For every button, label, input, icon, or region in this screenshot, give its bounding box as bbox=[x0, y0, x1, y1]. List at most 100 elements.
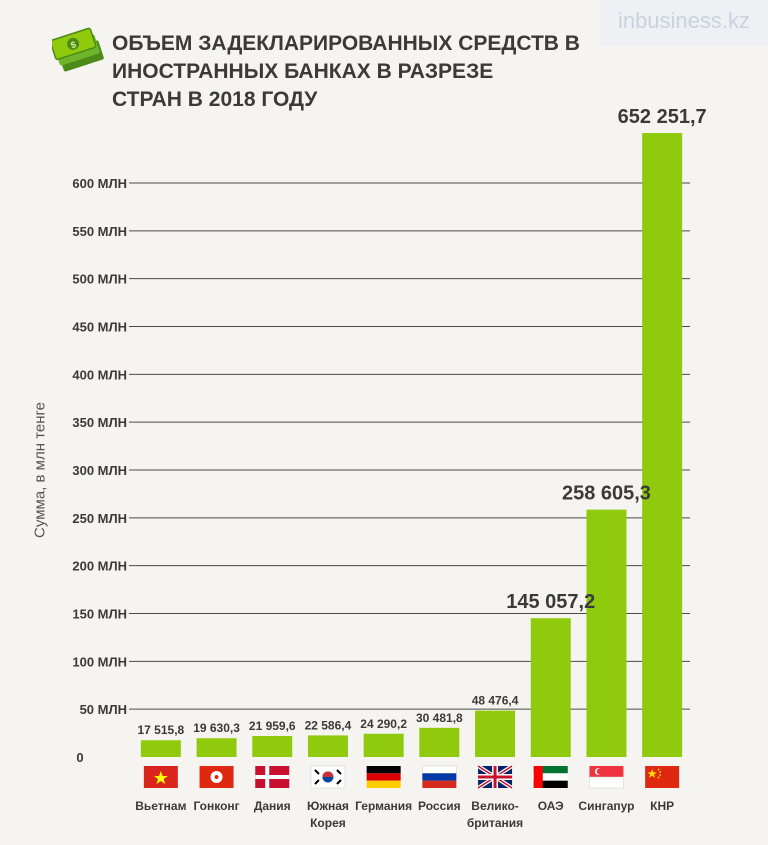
data-label: 652 251,7 bbox=[618, 106, 707, 128]
germany-flag bbox=[366, 766, 401, 788]
bars bbox=[140, 133, 683, 757]
chart-title-line: ОБЪЕМ ЗАДЕКЛАРИРОВАННЫХ СРЕДСТВ В bbox=[112, 32, 580, 55]
flag-part bbox=[533, 773, 568, 781]
flag-part bbox=[366, 780, 401, 788]
flag-part bbox=[589, 766, 624, 777]
x-tick-labels: Вьетнам Гонконг Дания Южная Корея Германия Рос… bbox=[135, 799, 674, 830]
y-axis-label: Сумма, в млн тенге bbox=[31, 402, 49, 538]
flag-part bbox=[657, 768, 660, 771]
x-tick-label: Дания bbox=[254, 799, 291, 813]
flag-part bbox=[645, 766, 680, 788]
data-label: 48 476,4 bbox=[472, 694, 519, 708]
southkorea-flag bbox=[310, 765, 346, 789]
y-tick-label: 250 МЛН bbox=[72, 511, 127, 526]
y-tick-label: 500 МЛН bbox=[72, 272, 127, 287]
flag-part bbox=[589, 776, 624, 789]
chart-title-line: ИНОСТРАННЫХ БАНКАХ В РАЗРЕЗЕ bbox=[112, 60, 494, 83]
y-tick-labels: 0 50 МЛН 100 МЛН 150 МЛН 200 МЛН 250 МЛН 300 М… bbox=[72, 176, 127, 765]
data-label: 19 630,3 bbox=[193, 721, 240, 735]
bar bbox=[140, 740, 181, 757]
y-tick-label: 400 МЛН bbox=[72, 367, 127, 382]
grid-lines bbox=[129, 182, 690, 710]
flag-part bbox=[647, 769, 657, 778]
flag-part bbox=[210, 771, 223, 783]
svg-text:$: $ bbox=[69, 39, 77, 50]
data-label: 22 586,4 bbox=[305, 718, 352, 732]
flag-part bbox=[265, 766, 270, 788]
x-tick-label: Вьетнам bbox=[135, 799, 186, 813]
data-label: 17 515,8 bbox=[137, 723, 184, 737]
uae-flag bbox=[533, 766, 568, 788]
chart-title-line: СТРАН В 2018 ГОДУ bbox=[112, 88, 318, 111]
y-tick-label: 0 bbox=[76, 750, 83, 765]
bar bbox=[642, 133, 683, 757]
hongkong-flag bbox=[199, 766, 234, 788]
y-tick-label: 200 МЛН bbox=[72, 559, 127, 574]
flags bbox=[143, 764, 680, 790]
y-tick-label: 300 МЛН bbox=[72, 463, 127, 478]
bar bbox=[475, 710, 516, 757]
flag-part bbox=[310, 765, 346, 789]
x-tick-label: Корея bbox=[310, 816, 346, 830]
flag-part bbox=[533, 766, 543, 788]
x-tick-label: Велико- bbox=[471, 799, 519, 813]
flag-part bbox=[493, 766, 497, 788]
flag-part bbox=[366, 773, 401, 781]
flag-part bbox=[214, 775, 219, 779]
y-tick-label: 150 МЛН bbox=[72, 607, 127, 622]
flag-part bbox=[659, 774, 662, 776]
flag-part bbox=[594, 768, 602, 775]
flag-part bbox=[199, 766, 234, 788]
flag-part bbox=[314, 769, 320, 775]
china-flag bbox=[645, 766, 680, 788]
russia-flag bbox=[422, 765, 457, 788]
x-tick-label: Гонконг bbox=[193, 799, 239, 813]
bar bbox=[586, 509, 627, 757]
flag-part bbox=[533, 780, 568, 788]
data-label: 145 057,2 bbox=[506, 591, 595, 613]
data-label: 21 959,6 bbox=[249, 719, 296, 733]
flag-part bbox=[143, 766, 178, 788]
denmark-flag bbox=[255, 766, 290, 788]
flag-part bbox=[478, 766, 513, 788]
x-tick-label: ОАЭ bbox=[538, 799, 564, 813]
flag-part bbox=[153, 771, 168, 784]
bar bbox=[307, 735, 348, 757]
flag-part bbox=[596, 768, 604, 775]
y-tick-label: 350 МЛН bbox=[72, 415, 127, 430]
flag-part bbox=[659, 771, 662, 773]
data-label: 258 605,3 bbox=[562, 483, 651, 505]
flag-part bbox=[255, 766, 290, 788]
flag-part bbox=[476, 764, 514, 790]
bar bbox=[252, 735, 293, 757]
x-tick-label: Южная bbox=[307, 799, 349, 813]
data-label: 30 481,8 bbox=[416, 711, 463, 725]
flag-part bbox=[477, 765, 513, 789]
bar bbox=[530, 618, 571, 757]
flag-part bbox=[366, 766, 401, 774]
flag-part bbox=[657, 776, 660, 779]
y-tick-label: 450 МЛН bbox=[72, 320, 127, 335]
flag-part bbox=[492, 766, 499, 788]
flag-part bbox=[478, 775, 513, 779]
y-tick-label: 50 МЛН bbox=[80, 702, 127, 717]
flag-part bbox=[476, 764, 514, 790]
site-logo[interactable]: inbusiness.kz bbox=[600, 0, 768, 46]
x-tick-label: КНР bbox=[650, 799, 674, 813]
x-tick-label: Сингапур bbox=[578, 799, 634, 813]
bar bbox=[196, 738, 237, 757]
singapore-flag bbox=[589, 766, 624, 789]
flag-part bbox=[422, 780, 457, 788]
uk-flag bbox=[476, 764, 514, 790]
bar bbox=[419, 727, 460, 757]
flag-part bbox=[336, 769, 342, 775]
value-labels: 17 515,8 19 630,3 21 959,6 22 586,4 24 290,2… bbox=[137, 106, 706, 737]
y-tick-label: 550 МЛН bbox=[72, 224, 127, 239]
flag-part bbox=[322, 771, 334, 783]
x-tick-label: Германия bbox=[355, 799, 412, 813]
flag-part bbox=[422, 773, 457, 781]
flag-part bbox=[477, 765, 513, 789]
data-label: 24 290,2 bbox=[360, 717, 407, 731]
flag-part bbox=[336, 779, 342, 785]
